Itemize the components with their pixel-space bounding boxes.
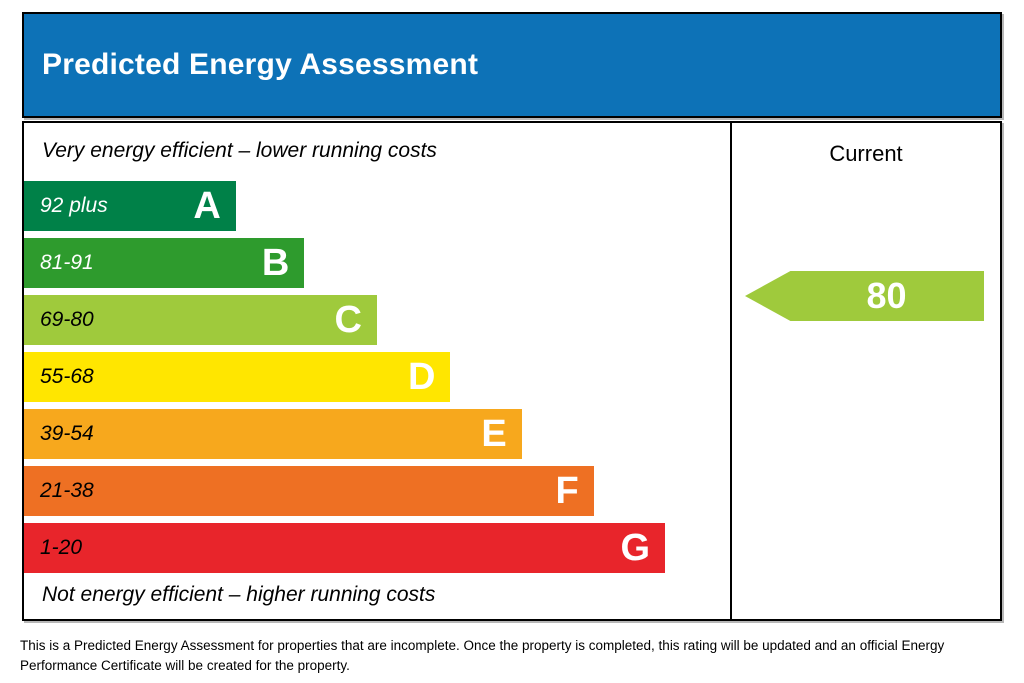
band-grade-letter: A: [193, 185, 221, 227]
current-rating-arrow: 80: [745, 271, 984, 321]
bottom-efficiency-note: Not energy efficient – higher running co…: [42, 583, 436, 606]
band-range-label: 21-38: [40, 479, 94, 502]
band-grade-letter: E: [481, 413, 507, 455]
band-grade-letter: D: [407, 356, 436, 398]
epc-band-g: 1-20 G: [24, 523, 666, 573]
band-grade-letter: C: [334, 299, 362, 341]
disclaimer-text: This is a Predicted Energy Assessment fo…: [20, 638, 945, 673]
band-grade-letter: B: [261, 242, 290, 284]
band-range-label: 39-54: [40, 422, 94, 445]
band-range-label: 81-91: [40, 251, 94, 274]
page-title: Predicted Energy Assessment: [42, 48, 479, 81]
band-range-label: 55-68: [40, 365, 94, 388]
title-banner: Predicted Energy Assessment: [22, 12, 1002, 118]
band-range-label: 1-20: [40, 536, 83, 559]
epc-band-column: Very energy efficient – lower running co…: [24, 123, 732, 619]
top-efficiency-note: Very energy efficient – lower running co…: [42, 139, 437, 162]
epc-band-c: 69-80 C: [24, 295, 377, 345]
epc-band-f: 21-38 F: [24, 466, 594, 516]
current-rating-column: Current 80: [732, 123, 1000, 619]
band-grade-letter: F: [555, 470, 579, 512]
epc-bands: 92 plus A 81-91 B 69-80 C 55-68 D 39-54: [24, 181, 730, 580]
current-rating-value: 80: [866, 275, 907, 316]
epc-band-a: 92 plus A: [24, 181, 236, 231]
epc-band-d: 55-68 D: [24, 352, 451, 402]
epc-band-e: 39-54 E: [24, 409, 522, 459]
band-grade-letter: G: [620, 527, 651, 569]
band-range-label: 69-80: [40, 308, 94, 331]
current-column-header: Current: [829, 141, 903, 166]
epc-chart: Very energy efficient – lower running co…: [22, 121, 1002, 621]
epc-band-b: 81-91 B: [24, 238, 305, 288]
band-range-label: 92 plus: [40, 194, 108, 217]
